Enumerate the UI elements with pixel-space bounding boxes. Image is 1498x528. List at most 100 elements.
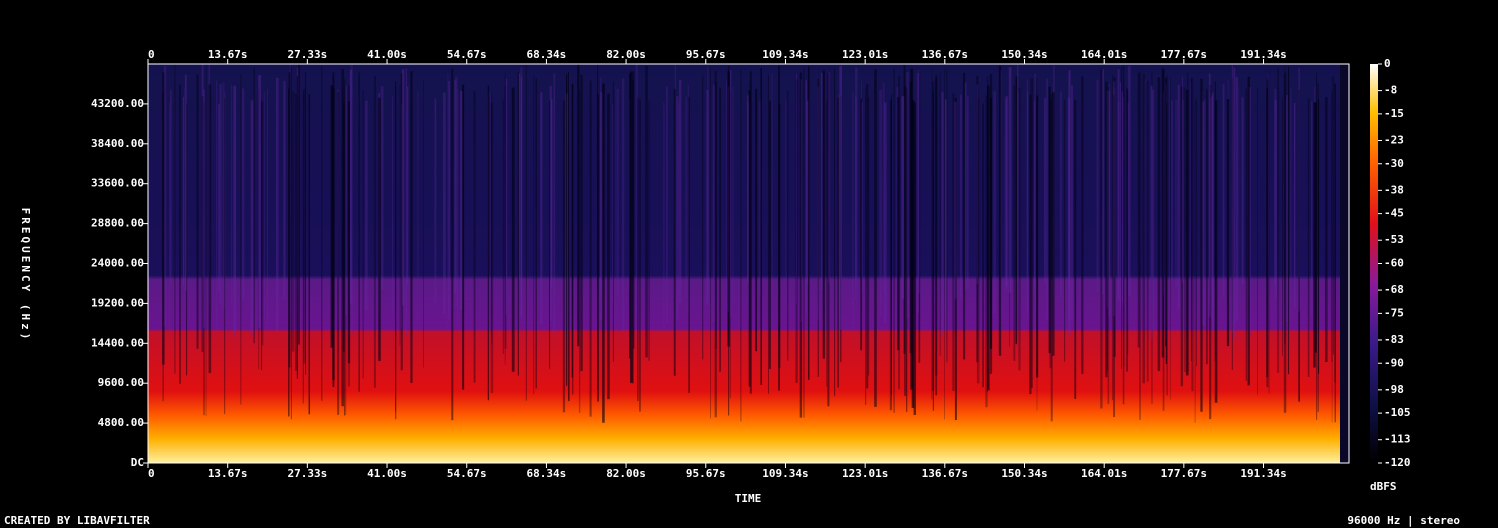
spectrum-streak bbox=[1150, 85, 1153, 339]
x-tick-label-bottom: 164.01s bbox=[1081, 467, 1127, 480]
spectrum-streak bbox=[1165, 77, 1167, 347]
colorbar-tick-label: -105 bbox=[1384, 406, 1411, 419]
spectrum-streak bbox=[1209, 92, 1211, 308]
spectrum-streak bbox=[163, 65, 167, 327]
spectrum-streak bbox=[746, 95, 749, 284]
colorbar-tick-label: -98 bbox=[1384, 383, 1404, 396]
spectrum-streak bbox=[727, 70, 730, 347]
spectrum-streak bbox=[223, 97, 226, 415]
y-tick-label: 33600.00 bbox=[91, 177, 144, 190]
spectrum-streak bbox=[612, 81, 614, 362]
spectrum-streak bbox=[518, 73, 521, 281]
spectrum-streak bbox=[1181, 100, 1184, 332]
spectrum-streak bbox=[1018, 88, 1021, 371]
spectrum-streak bbox=[1100, 68, 1103, 409]
spectrum-streak bbox=[939, 71, 941, 356]
spectrum-streak bbox=[1029, 94, 1032, 395]
spectrum-streak bbox=[673, 88, 676, 376]
x-tick-label-bottom: 123.01s bbox=[842, 467, 888, 480]
spectrum-streak bbox=[1231, 65, 1233, 334]
spectrum-streak bbox=[1266, 88, 1269, 378]
y-tick-label: 14400.00 bbox=[91, 336, 144, 349]
spectrum-streak bbox=[295, 93, 297, 372]
spectrum-streak bbox=[365, 100, 368, 310]
x-tick-label-bottom: 177.67s bbox=[1161, 467, 1207, 480]
spectrum-streak bbox=[1004, 98, 1007, 291]
spectrum-streak bbox=[785, 100, 787, 308]
spectrum-streak bbox=[1191, 77, 1194, 392]
spectrum-streak bbox=[976, 75, 979, 363]
spectrum-streak bbox=[577, 64, 580, 347]
x-tick-label-top: 191.34s bbox=[1240, 48, 1286, 61]
spectrum-streak bbox=[714, 70, 717, 418]
spectrum-streak bbox=[826, 100, 828, 387]
spectrum-streak bbox=[1046, 78, 1049, 320]
spectrum-streak bbox=[934, 77, 938, 376]
spectrum-streak bbox=[434, 98, 437, 303]
colorbar-tick-label: 0 bbox=[1384, 57, 1391, 70]
spectrum-streak bbox=[1274, 99, 1278, 300]
colorbar-tick-label: -90 bbox=[1384, 356, 1404, 369]
spectrum-streak bbox=[205, 68, 207, 417]
spectrum-streak bbox=[897, 97, 900, 351]
spectrum-streak bbox=[1017, 64, 1019, 283]
spectrum-streak bbox=[1185, 90, 1189, 376]
spectrum-streak bbox=[571, 83, 574, 378]
colorbar-tick-label: -8 bbox=[1384, 84, 1397, 97]
spectrum-streak bbox=[855, 67, 858, 282]
spectrum-streak bbox=[976, 98, 980, 384]
spectrum-streak bbox=[893, 68, 895, 413]
spectrum-streak bbox=[423, 79, 424, 368]
spectrum-streak bbox=[447, 73, 449, 331]
spectrum-streak bbox=[1290, 88, 1292, 324]
spectrum-streak bbox=[1266, 79, 1269, 388]
spectrum-streak bbox=[685, 96, 687, 298]
x-tick-label-top: 27.33s bbox=[287, 48, 327, 61]
spectrum-streak bbox=[631, 80, 634, 384]
spectrum-streak bbox=[505, 78, 508, 315]
spectrum-streak bbox=[266, 89, 269, 328]
spectrum-streak bbox=[800, 79, 802, 322]
spectrum-streak bbox=[305, 71, 307, 375]
spectrum-streak bbox=[803, 68, 805, 418]
spectrum-streak bbox=[169, 102, 171, 334]
spectrum-streak bbox=[240, 73, 242, 405]
spectrum-streak bbox=[358, 72, 360, 392]
spectrum-streak bbox=[1127, 90, 1129, 355]
spectrum-streak bbox=[253, 67, 255, 344]
spectrum-streak bbox=[1036, 77, 1038, 411]
spectrum-streak bbox=[1113, 77, 1116, 357]
spectrum-streak bbox=[679, 79, 682, 303]
colorbar bbox=[1370, 64, 1378, 463]
colorbar-tick-label: -120 bbox=[1384, 456, 1411, 469]
spectrum-streak bbox=[217, 103, 221, 292]
spectrum-streak bbox=[966, 96, 969, 288]
spectrum-streak bbox=[1151, 89, 1155, 330]
spectrum-streak bbox=[827, 72, 830, 407]
spectrum-streak bbox=[710, 67, 711, 419]
spectrum-streak bbox=[533, 74, 535, 395]
spectrum-streak bbox=[535, 78, 537, 389]
colorbar-tick-label: -75 bbox=[1384, 306, 1404, 319]
spectrum-streak bbox=[913, 102, 917, 415]
spectrum-streak bbox=[1143, 78, 1146, 303]
spectrum-streak bbox=[1180, 86, 1184, 387]
spectrum-streak bbox=[755, 88, 758, 352]
spectrum-streak bbox=[347, 101, 351, 364]
spectrum-streak bbox=[263, 91, 265, 321]
spectrum-streak bbox=[747, 101, 750, 309]
spectrum-streak bbox=[451, 68, 454, 421]
x-tick-label-top: 150.34s bbox=[1001, 48, 1047, 61]
spectrum-streak bbox=[778, 103, 781, 368]
spectrum-streak bbox=[566, 74, 568, 386]
spectrum-streak bbox=[308, 94, 311, 415]
spectrum-streak bbox=[597, 94, 599, 402]
spectrum-streak bbox=[599, 92, 603, 321]
spectrum-streak bbox=[729, 91, 731, 399]
spectrum-streak bbox=[748, 90, 751, 387]
spectrum-streak bbox=[222, 82, 225, 307]
spectrum-streak bbox=[998, 65, 1002, 356]
spectrum-streak bbox=[1048, 86, 1051, 354]
x-tick-label-top: 136.67s bbox=[922, 48, 968, 61]
x-tick-label-bottom: 13.67s bbox=[208, 467, 248, 480]
